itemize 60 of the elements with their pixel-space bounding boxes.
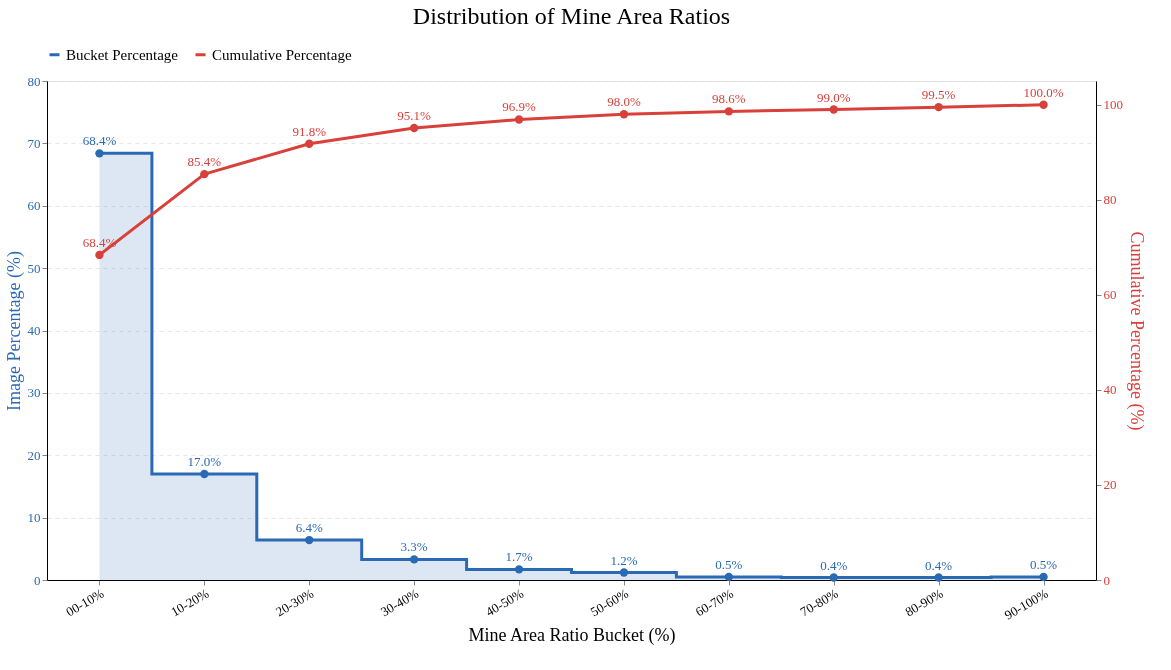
point	[829, 105, 838, 114]
point	[200, 469, 209, 479]
point	[305, 535, 314, 545]
point	[514, 565, 524, 574]
point	[724, 107, 734, 116]
data-label: 91.8%	[292, 123, 327, 139]
point	[409, 555, 419, 564]
data-label: 3.3%	[400, 539, 428, 555]
y-tick-label: 40	[27, 323, 41, 338]
y-tick-label: 80	[27, 73, 41, 89]
point	[409, 123, 419, 133]
legend-label: Bucket Percentage	[66, 46, 179, 63]
y-tick-label: 60	[27, 198, 41, 214]
data-label: 68.4%	[82, 133, 117, 149]
point	[934, 573, 943, 582]
data-label: 0.5%	[715, 556, 743, 572]
y-tick-label: 20	[27, 447, 41, 463]
y2-tick-label: 0	[1103, 572, 1110, 588]
data-label: 99.5%	[921, 87, 956, 103]
data-label: 0.4%	[925, 557, 953, 573]
point	[619, 568, 629, 577]
data-label: 98.0%	[607, 94, 641, 110]
data-label: 95.1%	[397, 108, 432, 124]
y2-tick-label: 40	[1103, 382, 1117, 398]
data-label: 96.9%	[502, 99, 536, 115]
data-label: 0.4%	[820, 557, 848, 573]
data-label: 1.2%	[610, 552, 638, 568]
chart-title: Distribution of Mine Area Ratios	[412, 3, 731, 29]
point	[200, 169, 209, 179]
point	[514, 115, 524, 124]
y2-tick-label: 20	[1103, 477, 1117, 493]
point	[1039, 100, 1048, 109]
point	[829, 573, 838, 582]
y2-tick-label: 60	[1103, 287, 1117, 303]
data-label: 100.0%	[1023, 84, 1064, 100]
data-label: 98.6%	[712, 91, 746, 107]
point	[619, 110, 629, 119]
legend-label: Cumulative Percentage	[212, 46, 352, 63]
y-tick-label: 70	[27, 135, 41, 151]
point	[724, 572, 734, 582]
point	[1039, 572, 1048, 582]
point	[305, 139, 314, 148]
data-label: 1.7%	[505, 549, 533, 565]
y2-tick-label: 100	[1103, 97, 1123, 113]
y-tick-label: 50	[27, 260, 41, 276]
y-tick-label: 10	[27, 510, 41, 526]
data-label: 17.0%	[187, 453, 222, 469]
y2-axis-title: Cumulative Percentage (%)	[1126, 231, 1147, 431]
y-axis-title: Image Percentage (%)	[3, 251, 25, 411]
data-label: 6.4%	[295, 520, 323, 536]
point	[95, 149, 104, 158]
data-label: 99.0%	[816, 89, 851, 105]
y-tick-label: 0	[34, 572, 41, 588]
data-label: 85.4%	[187, 154, 222, 170]
y2-tick-label: 80	[1103, 192, 1117, 208]
point	[934, 102, 943, 112]
data-label: 0.5%	[1030, 556, 1058, 572]
point	[95, 250, 104, 260]
y-tick-label: 30	[27, 385, 41, 401]
x-axis-title: Mine Area Ratio Bucket (%)	[468, 624, 676, 646]
